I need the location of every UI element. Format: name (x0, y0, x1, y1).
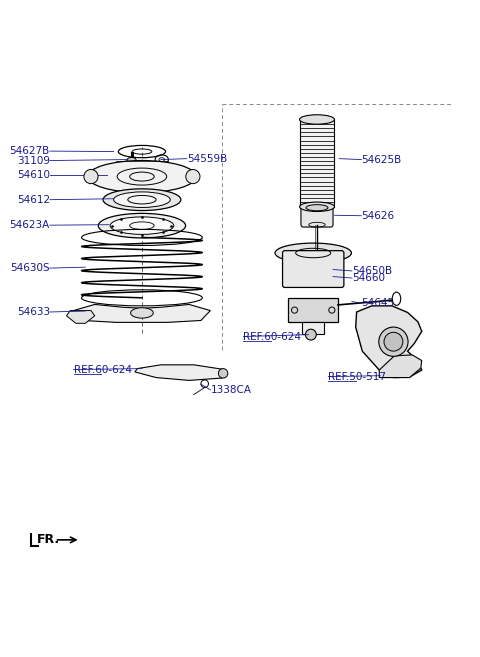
Text: 54610: 54610 (17, 170, 50, 180)
Ellipse shape (384, 332, 403, 351)
Text: 54559B: 54559B (187, 154, 227, 164)
Polygon shape (379, 355, 422, 378)
Ellipse shape (127, 158, 136, 164)
Polygon shape (135, 365, 225, 380)
Text: REF.60-624: REF.60-624 (243, 332, 301, 342)
Ellipse shape (88, 160, 196, 193)
Ellipse shape (131, 307, 153, 318)
Ellipse shape (98, 214, 186, 238)
Polygon shape (73, 304, 210, 323)
Text: REF.50-517: REF.50-517 (328, 372, 386, 382)
Text: 54645: 54645 (361, 298, 395, 308)
Bar (302, 323, 324, 334)
FancyBboxPatch shape (301, 206, 333, 227)
Ellipse shape (110, 217, 174, 235)
Text: 54625B: 54625B (361, 154, 402, 165)
Polygon shape (356, 306, 422, 378)
Ellipse shape (306, 204, 328, 211)
Text: 54633: 54633 (17, 307, 50, 317)
FancyBboxPatch shape (283, 251, 344, 288)
Ellipse shape (275, 243, 351, 263)
Text: 54626: 54626 (361, 211, 395, 221)
Ellipse shape (218, 369, 228, 378)
Ellipse shape (84, 170, 98, 184)
Ellipse shape (305, 329, 316, 340)
Text: FR.: FR. (36, 533, 60, 547)
Ellipse shape (300, 202, 335, 212)
Text: 54623A: 54623A (10, 220, 50, 230)
Text: 1338CA: 1338CA (210, 385, 252, 395)
Text: 54630S: 54630S (10, 263, 50, 273)
Bar (288, 298, 338, 323)
Text: 54660: 54660 (352, 273, 385, 283)
Text: REF.60-624: REF.60-624 (73, 365, 132, 374)
Ellipse shape (300, 115, 335, 124)
Text: 54627B: 54627B (10, 146, 50, 156)
Text: 54612: 54612 (17, 194, 50, 205)
Ellipse shape (186, 170, 200, 184)
Ellipse shape (114, 192, 170, 208)
Polygon shape (66, 311, 95, 323)
Text: 54650B: 54650B (352, 266, 392, 276)
Text: 31109: 31109 (17, 156, 50, 166)
Ellipse shape (379, 327, 408, 356)
Ellipse shape (103, 189, 181, 210)
